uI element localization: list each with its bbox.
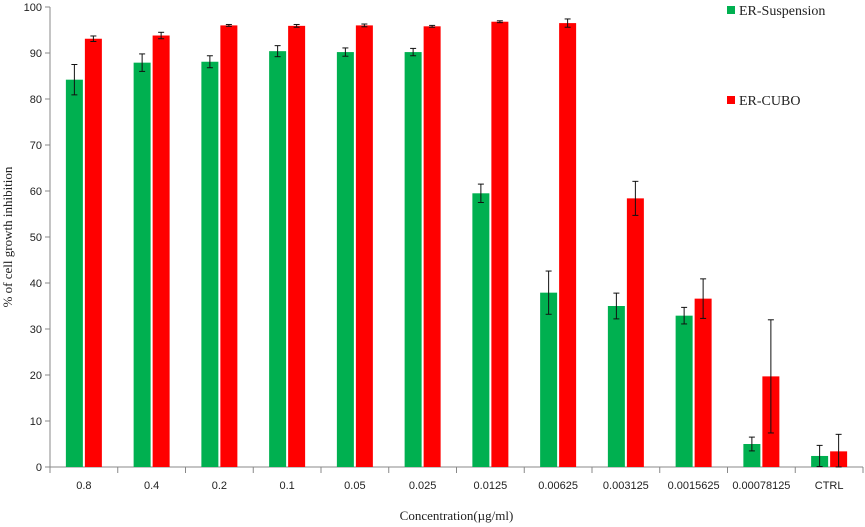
bar-er-cubo bbox=[220, 25, 238, 468]
x-tick-label: 0.1 bbox=[279, 480, 294, 492]
x-tick-label: 0.05 bbox=[344, 480, 365, 492]
y-tick-label: 20 bbox=[30, 370, 42, 382]
x-tick-label: 0.8 bbox=[76, 480, 91, 492]
bar-er-cubo bbox=[288, 25, 306, 468]
y-tick-label: 30 bbox=[30, 324, 42, 336]
y-tick-label: 50 bbox=[30, 232, 42, 244]
y-tick-label: 70 bbox=[30, 140, 42, 152]
y-tick-label: 0 bbox=[36, 462, 42, 474]
legend-swatch-er-cubo bbox=[727, 96, 735, 104]
bar-er-suspension bbox=[743, 444, 761, 467]
bar-er-cubo bbox=[152, 35, 170, 468]
bar-er-cubo bbox=[559, 23, 577, 467]
bar-er-suspension bbox=[65, 79, 83, 468]
bar-er-suspension bbox=[201, 61, 219, 468]
bar-er-cubo bbox=[491, 21, 509, 467]
x-axis-title: Concentration(µg/ml) bbox=[400, 508, 514, 523]
legend-label-er-suspension: ER-Suspension bbox=[739, 4, 825, 19]
x-tick-label: 0.025 bbox=[409, 480, 437, 492]
bar-er-cubo bbox=[84, 38, 102, 468]
x-tick-label: CTRL bbox=[815, 480, 844, 492]
plot-area: 0 10 20 30 40 50 60 70 80 90 100 0.8 0.4 0.2 0.1 0.05 0.… bbox=[24, 2, 864, 492]
x-tick-label: 0.0125 bbox=[474, 480, 508, 492]
y-tick-label: 40 bbox=[30, 278, 42, 290]
y-axis-title: % of cell growth inhibition bbox=[0, 166, 15, 307]
x-tick-label: 0.2 bbox=[212, 480, 227, 492]
legend: ER-Suspension ER-CUBO bbox=[727, 4, 825, 109]
x-tick-label: 0.00078125 bbox=[732, 480, 790, 492]
bar-er-suspension bbox=[675, 315, 693, 467]
bar-er-suspension bbox=[472, 193, 490, 468]
bar-er-suspension bbox=[269, 51, 287, 467]
bar-er-cubo bbox=[355, 25, 373, 468]
y-tick-label: 60 bbox=[30, 186, 42, 198]
bar-er-suspension bbox=[133, 62, 151, 467]
y-tick-label: 80 bbox=[30, 94, 42, 106]
x-tick-label: 0.0015625 bbox=[668, 480, 720, 492]
legend-label-er-cubo: ER-CUBO bbox=[739, 94, 800, 109]
x-tick-label: 0.003125 bbox=[603, 480, 649, 492]
bar-er-cubo bbox=[626, 198, 644, 468]
x-tick-label: 0.00625 bbox=[538, 480, 578, 492]
legend-swatch-er-suspension bbox=[727, 6, 735, 14]
bar-er-suspension bbox=[404, 52, 422, 468]
x-tick-label: 0.4 bbox=[144, 480, 159, 492]
y-tick-label: 90 bbox=[30, 48, 42, 60]
bar-er-suspension bbox=[607, 306, 625, 467]
y-tick-label: 100 bbox=[24, 2, 42, 14]
bar-er-cubo bbox=[423, 26, 441, 467]
bar-er-suspension bbox=[336, 52, 354, 468]
y-tick-label: 10 bbox=[30, 416, 42, 428]
bar-er-suspension bbox=[540, 292, 558, 467]
bar-er-cubo bbox=[694, 298, 712, 467]
